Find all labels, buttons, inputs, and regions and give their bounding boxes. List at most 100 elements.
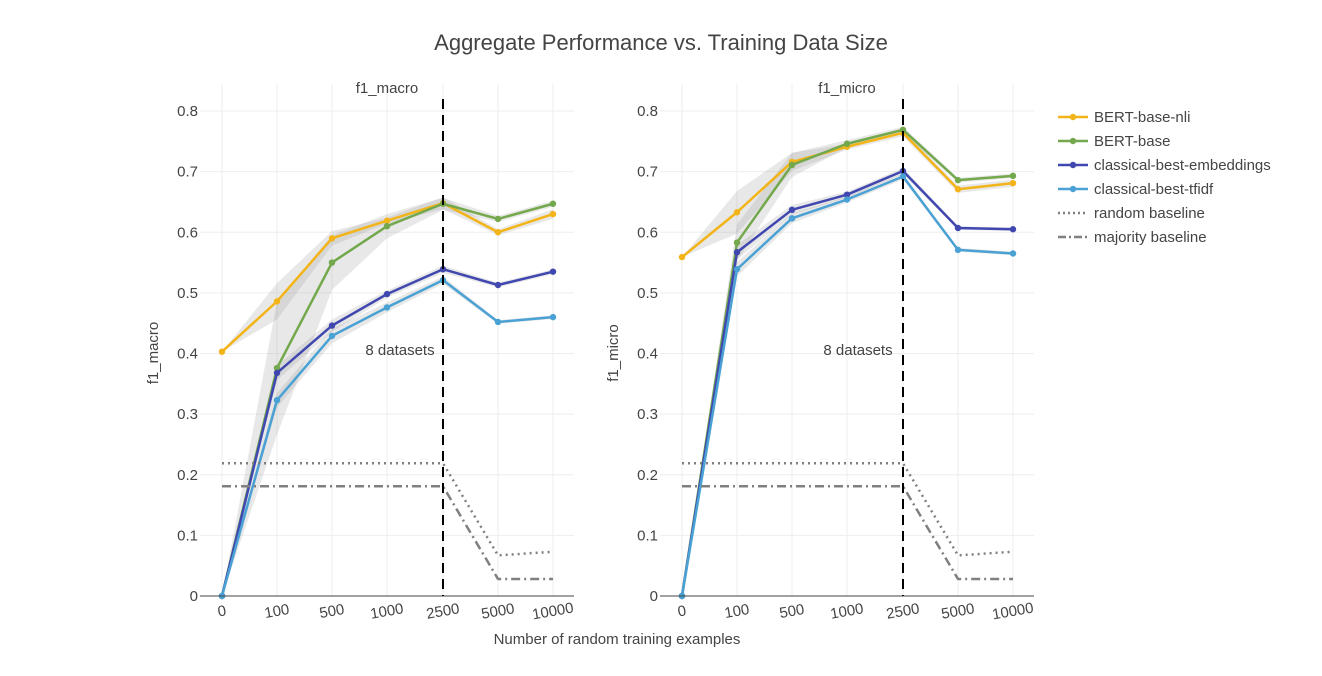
data-point-classical-best-embeddings [494,281,502,289]
data-point-classical-best-embeddings [733,249,741,256]
legend-marker [1069,137,1077,145]
legend-item-classical-best-embeddings[interactable]: classical-best-embeddings [1058,157,1271,174]
chart-panel-f1-macro: 0 0.1 0.2 0.3 0.4 0.5 0.6 0.7 0.8 0 100 500 1000 2500… [145,80,575,624]
data-point-classical-best-embeddings [954,224,962,232]
y-tick-label: 0.2 [177,467,198,484]
data-point-bert-base-nli [1009,179,1017,187]
subplot-title: f1_macro [356,80,419,97]
data-point-classical-best-embeddings [1009,226,1017,233]
y-tick-label: 0 [650,588,658,605]
x-tick-label: 1000 [829,600,865,623]
data-point-bert-base [733,239,741,246]
data-point-bert-base-nli [383,217,391,224]
legend-label: BERT-base [1094,133,1170,150]
datasets-annotation: 8 datasets [365,342,434,359]
y-tick-label: 0.8 [177,103,198,120]
data-point-classical-best-embeddings [788,206,796,214]
y-tick-label: 0.2 [637,467,658,484]
data-point-bert-base [383,222,391,230]
data-point-bert-base [788,161,796,169]
chart-title: Aggregate Performance vs. Training Data … [434,30,888,55]
y-tick-label: 0.1 [177,527,198,544]
legend-item-majority-baseline[interactable]: majority baseline [1058,229,1207,246]
data-point-classical-best-embeddings [549,268,557,275]
data-point-classical-best-embeddings [439,266,447,273]
y-tick-label: 0.5 [177,285,198,302]
legend-label: random baseline [1094,205,1205,222]
x-axis-title: Number of random training examples [494,631,741,648]
y-tick-label: 0.7 [637,164,658,181]
x-tick-label: 2500 [425,600,461,623]
data-point-classical-best-tfidf [733,266,741,273]
data-point-bert-base [549,200,557,207]
data-point-bert-base [328,259,336,266]
data-point-classical-best-embeddings [843,191,851,198]
data-point-classical-best-tfidf [954,246,962,254]
data-point-bert-base [494,215,502,223]
data-point-bert-base [1009,172,1017,180]
legend-marker [1069,185,1077,193]
data-point-classical-best-tfidf [273,396,281,404]
x-tick-label: 1000 [369,600,405,623]
data-point-bert-base-nli [954,186,962,193]
confidence-band-bert-base [222,197,553,596]
data-point-classical-best-embeddings [328,322,336,329]
y-tick-label: 0.4 [177,346,198,363]
x-tick-label: 5000 [480,600,516,623]
legend-marker [1069,161,1077,169]
data-point-bert-base-nli [733,209,741,216]
legend-label: majority baseline [1094,229,1207,246]
x-tick-label: 100 [263,601,291,622]
data-point-classical-best-tfidf [383,304,391,311]
legend-marker [1069,113,1077,121]
y-tick-label: 0.5 [637,285,658,302]
data-point-classical-best-tfidf [1009,250,1017,257]
confidence-band-bert-base-nli [222,197,553,352]
x-tick-label: 5000 [940,600,976,623]
data-point-bert-base-nli [273,298,281,305]
data-point-bert-base-nli [494,229,502,236]
data-point-bert-base-nli [328,235,336,242]
series-line-majority-baseline [222,485,553,581]
data-point-bert-base [273,364,281,372]
data-point-classical-best-tfidf [328,332,336,340]
x-tick-label: 100 [723,601,751,622]
data-point-classical-best-tfidf [843,196,851,203]
data-point-classical-best-embeddings [273,369,281,377]
data-point-bert-base-nli [549,210,557,218]
x-tick-label: 0 [676,602,687,620]
data-point-bert-base-nli [678,253,686,261]
x-tick-label: 10000 [531,600,575,624]
y-tick-label: 0.3 [177,406,198,423]
chart-panels: 0 0.1 0.2 0.3 0.4 0.5 0.6 0.7 0.8 0 100 500 1000 2500… [145,80,1035,624]
series-line-random-baseline [682,461,1014,557]
data-point-classical-best-tfidf [494,318,502,326]
legend-item-bert-base-nli[interactable]: BERT-base-nli [1058,109,1190,126]
data-point-classical-best-tfidf [549,313,557,321]
datasets-annotation: 8 datasets [823,342,892,359]
data-point-bert-base-nli [218,348,226,355]
y-tick-label: 0.4 [637,346,658,363]
legend-item-random-baseline[interactable]: random baseline [1058,205,1205,222]
y-tick-label: 0.3 [637,406,658,423]
y-tick-label: 0.6 [177,224,198,241]
x-tick-label: 500 [318,601,346,622]
legend-label: classical-best-embeddings [1094,157,1271,174]
x-tick-label: 10000 [991,600,1035,624]
x-tick-label: 500 [778,601,806,622]
y-tick-label: 0.8 [637,103,658,120]
y-axis-title: f1_macro [145,322,162,385]
data-point-bert-base [954,176,962,184]
y-axis-title: f1_micro [605,324,622,382]
series-line-random-baseline [222,461,554,557]
data-point-bert-base [899,126,907,133]
legend-item-classical-best-tfidf[interactable]: classical-best-tfidf [1058,181,1214,198]
data-point-bert-base [843,140,851,147]
legend-item-bert-base[interactable]: BERT-base [1058,133,1170,150]
series-line-majority-baseline [682,485,1013,581]
legend: BERT-base-nli BERT-base classical-best-emb… [1058,109,1271,246]
y-tick-label: 0.7 [177,164,198,181]
chart-panel-f1-micro: 0 0.1 0.2 0.3 0.4 0.5 0.6 0.7 0.8 0 100 500 1000 2500… [605,80,1035,624]
subplot-title: f1_micro [818,80,876,97]
